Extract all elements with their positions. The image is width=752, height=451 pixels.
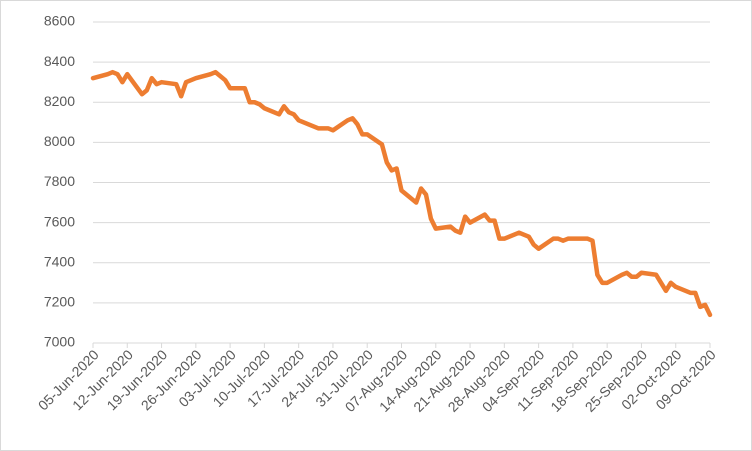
y-tick-label: 8000 — [44, 133, 75, 149]
line — [90, 69, 713, 318]
y-tick-label: 8200 — [44, 93, 75, 109]
y-tick-label: 7600 — [44, 213, 75, 229]
y-tick-label: 8600 — [44, 13, 75, 29]
y-tick-label: 7400 — [44, 253, 75, 269]
y-tick-label: 7800 — [44, 173, 75, 189]
y-tick-label: 7200 — [44, 294, 75, 310]
y-tick-label: 8400 — [44, 53, 75, 69]
y-tick-label: 7000 — [44, 334, 75, 350]
